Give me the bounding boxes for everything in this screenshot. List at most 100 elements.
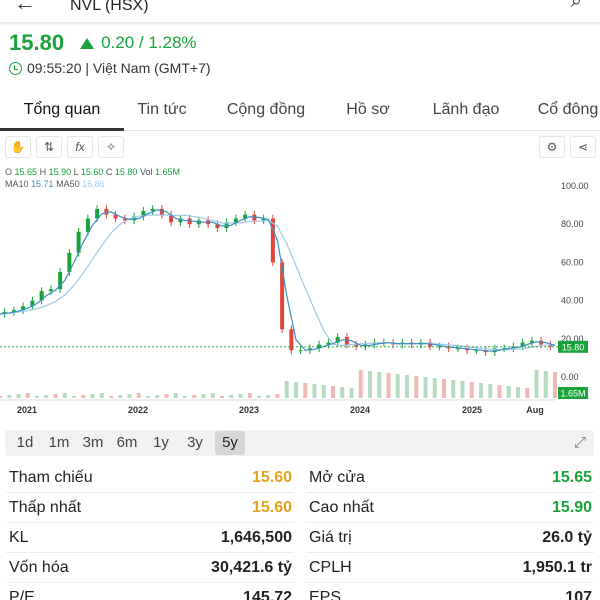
volume-bar <box>62 393 67 398</box>
stats-row: Tham chiếu 15.60 Mở cửa 15.65 <box>0 463 600 493</box>
divider <box>6 582 294 583</box>
header-shadow <box>0 22 600 26</box>
volume-bar <box>90 394 95 398</box>
up-triangle-icon <box>80 37 95 49</box>
candle-body <box>11 310 16 313</box>
candle-body <box>104 208 109 215</box>
share-icon[interactable]: ⋖ <box>570 136 596 158</box>
volume-bar <box>321 385 326 398</box>
time-row: 09:55:20 | Việt Nam (GMT+7) <box>9 58 211 78</box>
range-1m[interactable]: 1m <box>48 434 70 451</box>
candle-body <box>243 214 248 219</box>
candle-body <box>474 350 479 352</box>
range-1y[interactable]: 1y <box>153 434 169 451</box>
volume-bar <box>358 370 363 398</box>
tab-overview[interactable]: Tổng quan <box>23 101 101 118</box>
volume-bar <box>525 388 530 398</box>
tab-leadership[interactable]: Lãnh đạo <box>432 101 500 118</box>
candle-body <box>437 346 442 348</box>
range-5y[interactable]: 5y <box>215 431 245 455</box>
y-tick-label: 40.00 <box>561 296 584 306</box>
candle-body <box>113 214 118 219</box>
divider <box>6 522 294 523</box>
candle-body <box>21 306 26 311</box>
tab-community[interactable]: Cộng đồng <box>226 101 306 118</box>
y-tick-label: 100.00 <box>561 181 589 191</box>
close-value: 15.80 <box>114 167 138 177</box>
range-3m[interactable]: 3m <box>82 434 104 451</box>
stats-row: Thấp nhất 15.60 Cao nhất 15.90 <box>0 493 600 523</box>
function-icon[interactable]: fx <box>67 136 93 158</box>
candle-body <box>298 350 303 352</box>
back-arrow-icon[interactable]: ← <box>14 0 36 15</box>
candle-body <box>215 224 220 229</box>
tab-shareholders[interactable]: Cổ đông <box>537 101 599 118</box>
volume-bar <box>35 396 39 398</box>
divider <box>306 582 594 583</box>
volume-bar <box>99 393 104 398</box>
volume-bar <box>479 383 483 398</box>
price-row: 15.80 0.20 / 1.28% <box>9 30 197 56</box>
volume-bar <box>53 394 58 398</box>
stat-label: Mở cửa <box>309 469 365 486</box>
low-label: L <box>73 167 79 177</box>
volume-bar <box>553 372 557 398</box>
divider <box>306 522 594 523</box>
stat-label: Cao nhất <box>309 499 374 516</box>
range-6m[interactable]: 6m <box>116 434 138 451</box>
volume-bar <box>146 396 150 398</box>
price-chart[interactable]: 100.00 80.00 60.00 40.00 20.00 0.00 2021 2022 20… <box>0 160 600 428</box>
price-label-bg <box>558 340 588 353</box>
close-label: C <box>105 167 113 177</box>
low-value: 15.60 <box>80 167 104 177</box>
stat-value: 26.0 tỷ <box>542 529 592 546</box>
candle-body <box>520 342 525 347</box>
volume-bar <box>386 373 391 398</box>
tab-news[interactable]: Tin tức <box>137 101 187 118</box>
candle-body <box>67 252 72 272</box>
stat-value: 15.60 <box>251 469 292 486</box>
divider <box>6 492 294 493</box>
stat-value: 1,950.1 tr <box>522 559 592 576</box>
volume-bar <box>543 371 548 398</box>
volume-bar <box>220 396 224 398</box>
range-3y[interactable]: 3y <box>187 434 203 451</box>
range-1d[interactable]: 1d <box>16 434 34 451</box>
ma50-line <box>0 214 556 351</box>
indicator-icon[interactable]: ⇅ <box>36 136 62 158</box>
stat-value: 15.60 <box>251 499 292 516</box>
volume-bar <box>497 385 502 398</box>
volume-bar <box>451 380 456 398</box>
y-tick-label: 0.00 <box>561 372 579 382</box>
candle-body <box>150 208 155 211</box>
search-icon[interactable]: ⌕ <box>570 0 582 12</box>
magic-icon[interactable]: ✧ <box>98 136 124 158</box>
volume-bar <box>432 378 437 398</box>
clock-icon <box>9 61 22 75</box>
ticker-title: NVL (HSX) <box>70 0 149 14</box>
expand-icon[interactable]: ⤢ <box>573 434 586 451</box>
volume-bar <box>25 393 30 398</box>
candle-body <box>354 344 359 347</box>
candle-body <box>529 340 534 343</box>
candle-body <box>289 329 294 351</box>
high-value: 15.90 <box>48 167 72 177</box>
settings-icon[interactable]: ⚙ <box>539 136 565 158</box>
stat-value: 30,421.6 tỷ <box>211 559 292 576</box>
volume-bar <box>294 382 298 398</box>
volume-bar <box>201 394 206 398</box>
volume-bar <box>469 382 474 398</box>
volume-bar <box>331 386 335 398</box>
tab-profile[interactable]: Hồ sơ <box>346 101 390 118</box>
divider <box>306 492 594 493</box>
volume-bar <box>442 379 446 398</box>
hand-icon[interactable]: ✋ <box>5 136 31 158</box>
candle-body <box>141 210 146 217</box>
volume-bar <box>312 384 317 398</box>
candle-body <box>159 208 164 215</box>
candle-body <box>76 231 81 253</box>
volume-bar <box>118 395 123 398</box>
volume-bar <box>414 376 419 398</box>
candle-body <box>326 342 331 345</box>
stat-value: 1,646,500 <box>220 529 292 546</box>
